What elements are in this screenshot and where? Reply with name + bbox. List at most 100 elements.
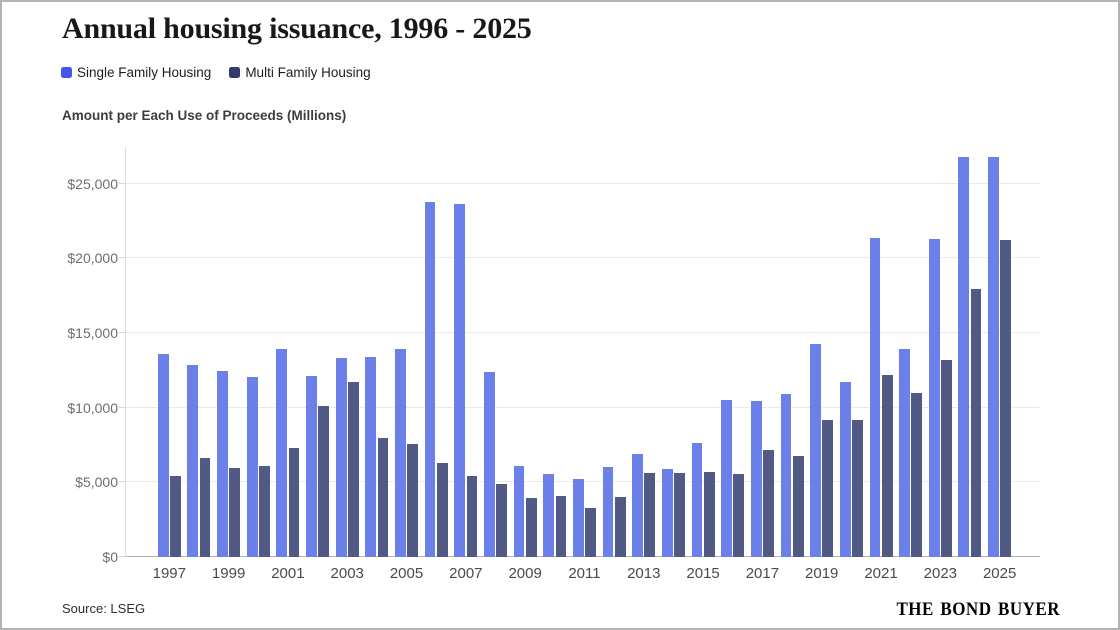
single-family-bar-1998 [187,365,199,557]
multi-family-bar-2012 [614,496,626,557]
single-family-bar-2013 [632,453,644,557]
y-axis-label: $20,000 [67,250,118,267]
legend-item-multi-family: Multi Family Housing [229,65,371,80]
multi-family-bar-1999 [229,468,241,557]
x-axis-label: 2019 [805,565,839,582]
multi-family-bar-2007 [466,475,478,557]
multi-family-bar-2021 [881,374,893,557]
x-axis-label: 2005 [389,565,424,582]
multi-family-bar-2020 [852,420,863,557]
x-axis-label: 2025 [982,565,1017,582]
y-axis-label: $0 [102,549,118,565]
x-axis-label: 2009 [508,565,542,582]
axis-units-label: Amount per Each Use of Proceeds (Million… [62,108,347,123]
multi-family-bar-2024 [970,288,982,557]
single-family-bar-2021 [869,238,881,557]
y-gridline [126,257,1040,259]
legend: Single Family Housing Multi Family Housi… [61,65,371,80]
x-axis-label: 2023 [923,565,958,582]
x-axis-label: 2021 [864,565,898,582]
single-family-swatch-icon [61,67,72,78]
multi-family-bar-1997 [170,476,181,557]
legend-label: Multi Family Housing [245,65,371,80]
y-axis-label: $25,000 [67,175,118,192]
multi-family-bar-2025 [1000,239,1012,557]
multi-family-bar-2005 [407,444,419,557]
x-axis-label: 2017 [745,565,780,582]
single-family-bar-2001 [276,349,288,557]
multi-family-swatch-icon [229,67,241,78]
single-family-bar-2014 [661,468,673,557]
multi-family-bar-2009 [525,498,537,557]
legend-item-single-family: Single Family Housing [61,65,211,80]
multi-family-bar-2000 [258,465,270,557]
source-credit: Source: LSEG [62,601,146,616]
multi-family-bar-2002 [318,406,330,557]
single-family-bar-2004 [365,356,377,557]
single-family-bar-2022 [899,349,910,557]
x-axis-label: 2013 [627,565,661,582]
chart-title: Annual housing issuance, 1996 - 2025 [62,12,532,45]
x-axis-label: 2015 [686,565,720,582]
single-family-bar-2008 [484,371,495,557]
x-axis-label: 1997 [152,565,186,582]
multi-family-bar-2016 [733,474,745,557]
y-axis-label: $5,000 [75,474,118,491]
y-tick-mark [119,331,125,333]
y-axis-label: $15,000 [67,324,118,341]
x-axis-label: 2003 [330,565,364,582]
bond-buyer-logo: The Bond Buyer [896,592,1060,622]
single-family-bar-2023 [928,238,940,557]
x-axis-label: 2007 [449,565,483,582]
single-family-bar-1999 [217,371,228,557]
y-axis-label: $10,000 [67,399,118,416]
x-axis-label: 1999 [211,565,246,582]
legend-label: Single Family Housing [77,65,212,80]
single-family-bar-2006 [424,201,436,557]
multi-family-bar-2019 [822,419,834,557]
x-axis-label: 2001 [271,565,305,582]
y-tick-mark [119,182,125,184]
multi-family-bar-2017 [763,450,774,557]
multi-family-bar-2003 [347,382,359,557]
multi-family-bar-2001 [288,447,300,557]
single-family-bar-2020 [839,381,851,557]
multi-family-bar-1998 [199,457,211,557]
multi-family-bar-2022 [911,392,923,557]
multi-family-bar-2023 [941,359,952,557]
y-tick-mark [119,406,125,408]
y-tick-mark [119,556,125,557]
single-family-bar-2000 [246,377,258,557]
single-family-bar-1997 [157,353,169,557]
x-axis-label: 2011 [568,565,601,582]
multi-family-bar-2014 [674,473,685,557]
y-gridline [126,406,1040,408]
multi-family-bar-2015 [703,471,715,557]
single-family-bar-2017 [750,400,762,557]
multi-family-bar-2004 [377,438,389,557]
multi-family-bar-2010 [555,495,567,557]
multi-family-bar-2006 [436,462,448,557]
multi-family-bar-2018 [792,456,804,557]
single-family-bar-2025 [988,156,999,557]
single-family-bar-2024 [958,156,970,557]
plot-area: $0 $5,000 $10,000 $15,000 $20,000 $25,000 1997… [67,147,1040,582]
single-family-bar-2010 [543,474,555,557]
single-family-bar-2016 [721,400,733,557]
y-gridline [126,331,1040,333]
single-family-bar-2011 [572,478,584,557]
single-family-bar-2009 [513,465,525,557]
single-family-bar-2005 [395,349,406,557]
y-tick-mark [119,257,125,259]
multi-family-bar-2011 [585,508,596,557]
multi-family-bar-2013 [644,473,656,557]
single-family-bar-2015 [691,442,703,557]
y-tick-mark [119,481,125,483]
single-family-bar-2002 [306,375,317,557]
single-family-bar-2003 [335,358,347,557]
single-family-bar-2007 [454,203,466,557]
multi-family-bar-2008 [496,483,507,557]
y-gridline [126,182,1040,184]
single-family-bar-2018 [780,394,792,557]
